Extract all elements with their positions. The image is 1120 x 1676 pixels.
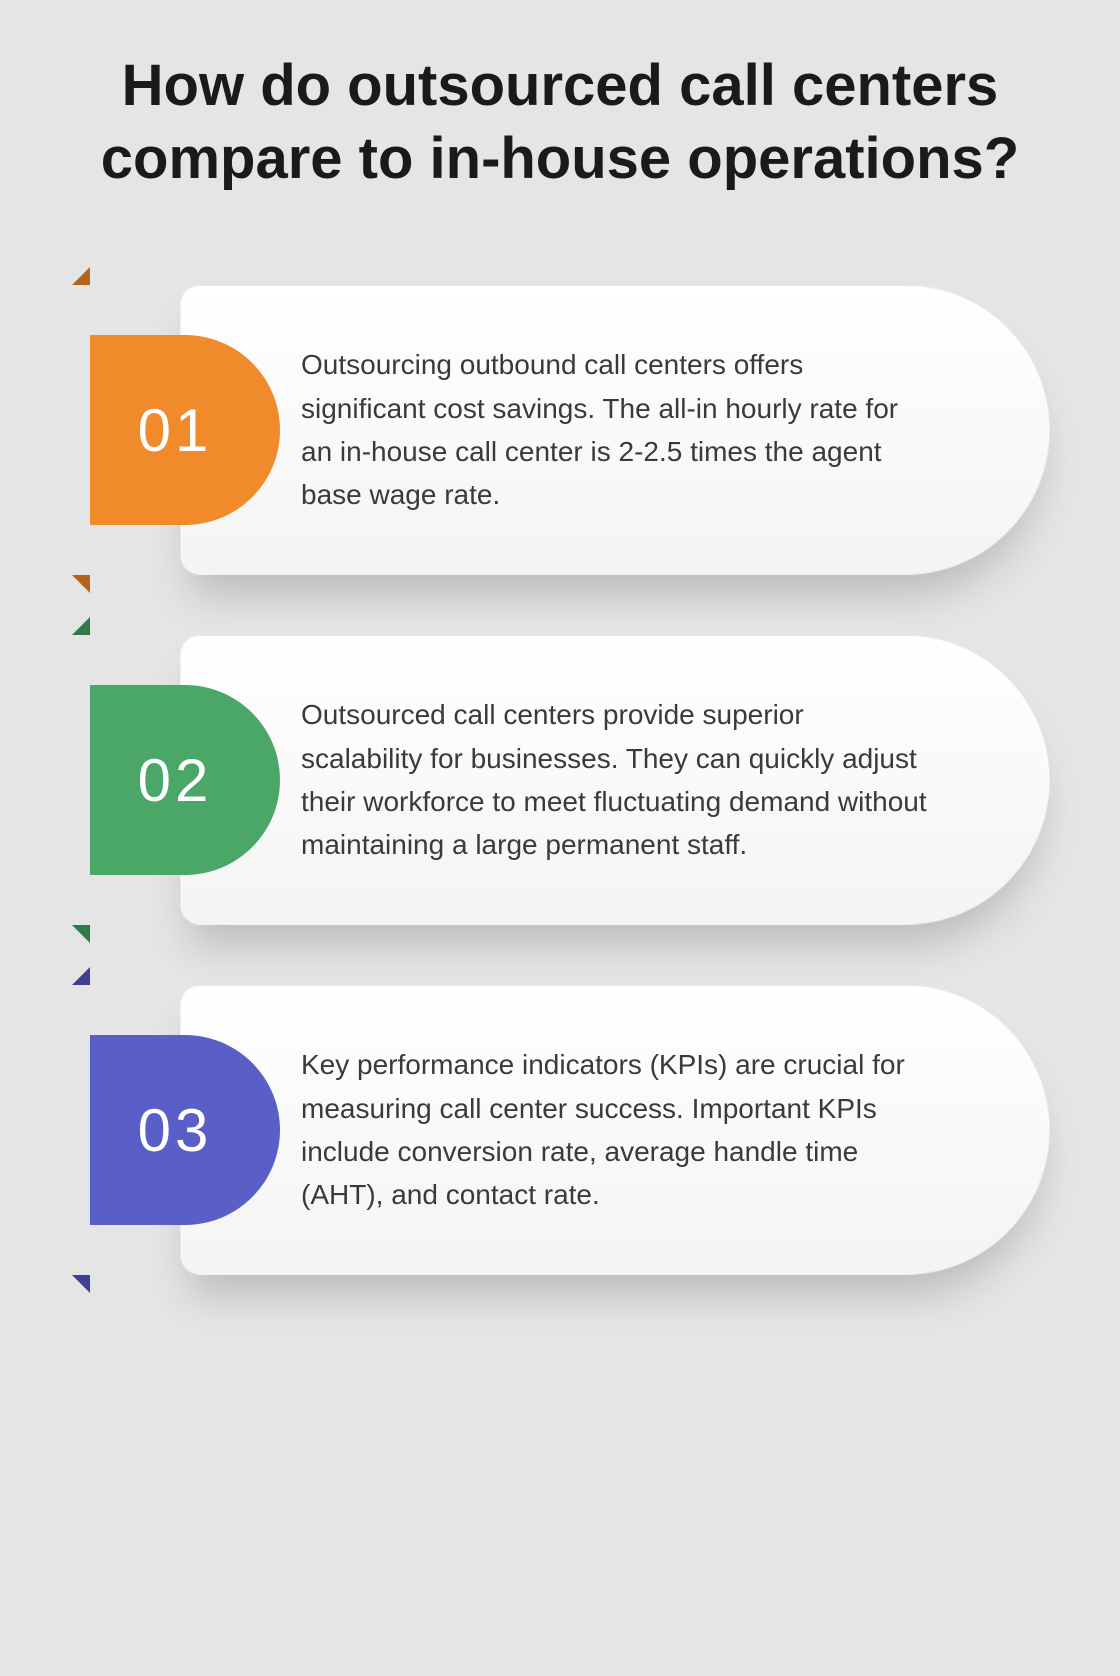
fold-bottom-decoration <box>72 1275 90 1293</box>
fold-bottom-decoration <box>72 575 90 593</box>
fold-top-decoration <box>72 967 90 985</box>
card-text: Key performance indicators (KPIs) are cr… <box>301 1043 929 1217</box>
content-card: Key performance indicators (KPIs) are cr… <box>180 985 1050 1275</box>
card-text: Outsourcing outbound call centers offers… <box>301 343 929 517</box>
fold-top-decoration <box>72 267 90 285</box>
page-title: How do outsourced call centers compare t… <box>70 50 1050 195</box>
fold-top-decoration <box>72 617 90 635</box>
badge-container: 03 <box>70 985 220 1275</box>
content-card: Outsourcing outbound call centers offers… <box>180 285 1050 575</box>
number-badge: 02 <box>90 685 280 875</box>
list-item: 01 Outsourcing outbound call centers off… <box>70 285 1050 575</box>
item-list: 01 Outsourcing outbound call centers off… <box>70 285 1050 1275</box>
content-card: Outsourced call centers provide superior… <box>180 635 1050 925</box>
list-item: 02 Outsourced call centers provide super… <box>70 635 1050 925</box>
badge-container: 01 <box>70 285 220 575</box>
badge-number: 02 <box>138 746 213 815</box>
number-badge: 03 <box>90 1035 280 1225</box>
fold-bottom-decoration <box>72 925 90 943</box>
badge-container: 02 <box>70 635 220 925</box>
badge-number: 03 <box>138 1096 213 1165</box>
badge-number: 01 <box>138 396 213 465</box>
number-badge: 01 <box>90 335 280 525</box>
list-item: 03 Key performance indicators (KPIs) are… <box>70 985 1050 1275</box>
card-text: Outsourced call centers provide superior… <box>301 693 929 867</box>
